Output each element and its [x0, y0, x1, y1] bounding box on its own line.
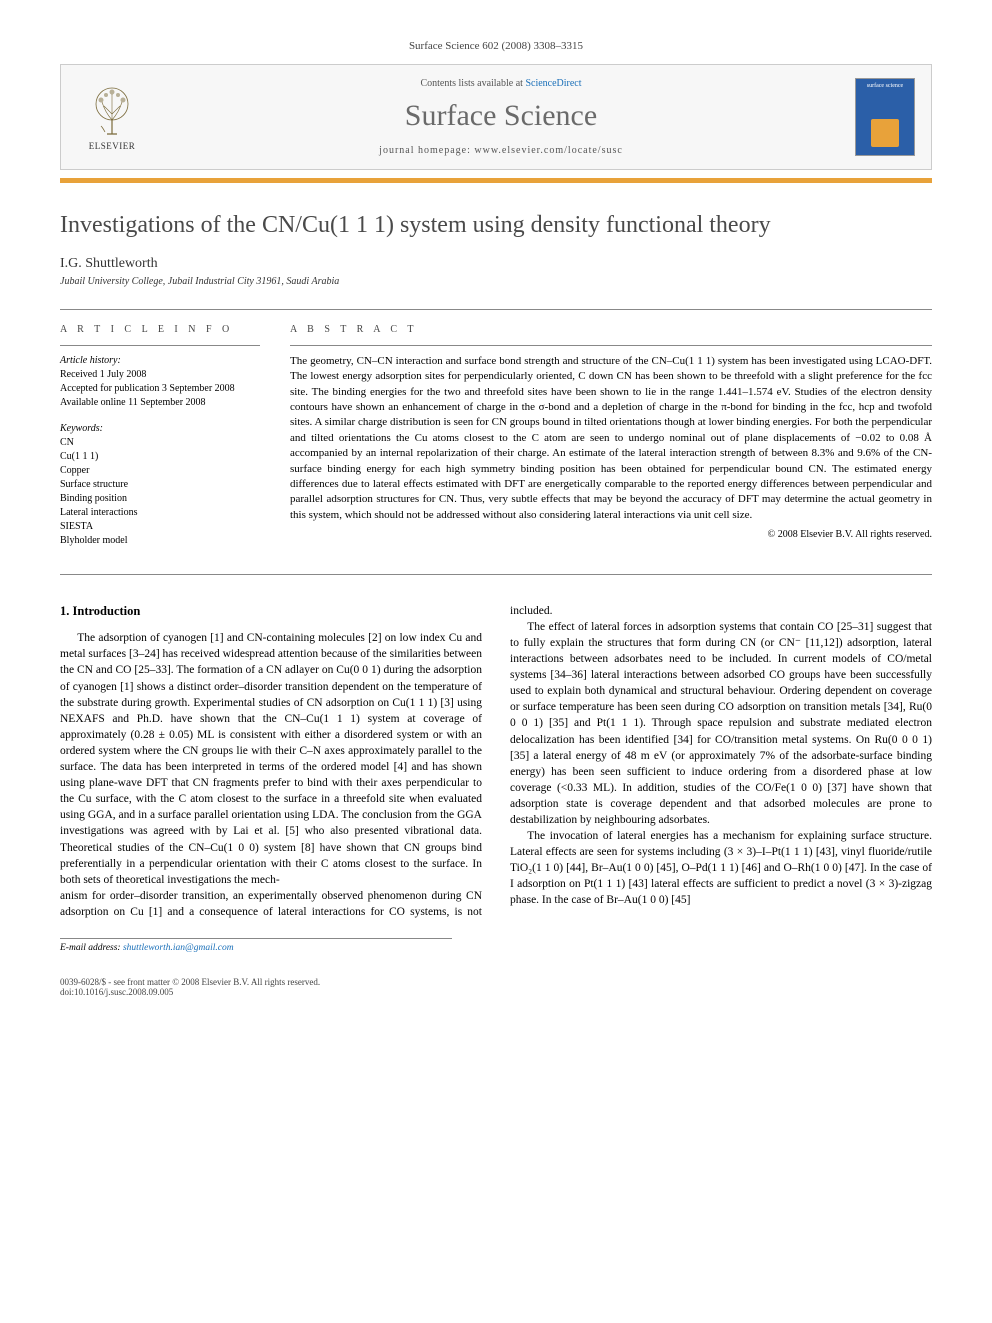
- online-date: Available online 11 September 2008: [60, 396, 260, 410]
- received-date: Received 1 July 2008: [60, 368, 260, 382]
- elsevier-logo: ELSEVIER: [77, 77, 147, 157]
- journal-title: Surface Science: [147, 99, 855, 133]
- doi-line: doi:10.1016/j.susc.2008.09.005: [60, 987, 320, 997]
- accent-rule: [60, 178, 932, 183]
- keyword-item: Copper: [60, 464, 260, 478]
- keyword-item: Surface structure: [60, 478, 260, 492]
- body-paragraph: The effect of lateral forces in adsorpti…: [510, 619, 932, 828]
- abstract-heading: A B S T R A C T: [290, 324, 932, 335]
- author-affiliation: Jubail University College, Jubail Indust…: [60, 276, 932, 287]
- publisher-name: ELSEVIER: [89, 141, 136, 151]
- masthead: ELSEVIER Contents lists available at Sci…: [60, 64, 932, 170]
- article-title: Investigations of the CN/Cu(1 1 1) syste…: [60, 211, 932, 240]
- keyword-item: Cu(1 1 1): [60, 450, 260, 464]
- keyword-item: CN: [60, 436, 260, 450]
- keyword-item: Blyholder model: [60, 534, 260, 548]
- contents-available-line: Contents lists available at ScienceDirec…: [147, 78, 855, 89]
- section-heading: 1. Introduction: [60, 603, 482, 621]
- divider: [60, 309, 932, 310]
- journal-homepage: journal homepage: www.elsevier.com/locat…: [147, 145, 855, 156]
- keyword-item: Lateral interactions: [60, 506, 260, 520]
- running-header: Surface Science 602 (2008) 3308–3315: [60, 40, 932, 52]
- keywords-list: CNCu(1 1 1)CopperSurface structureBindin…: [60, 436, 260, 548]
- abstract-column: A B S T R A C T The geometry, CN–CN inte…: [290, 324, 932, 560]
- email-link[interactable]: shuttleworth.ian@gmail.com: [123, 943, 234, 953]
- article-info-column: A R T I C L E I N F O Article history: R…: [60, 324, 260, 560]
- abstract-copyright: © 2008 Elsevier B.V. All rights reserved…: [290, 529, 932, 540]
- accepted-date: Accepted for publication 3 September 200…: [60, 382, 260, 396]
- keywords-label: Keywords:: [60, 422, 260, 436]
- journal-cover-thumbnail: surface science: [855, 78, 915, 156]
- sciencedirect-link[interactable]: ScienceDirect: [525, 78, 581, 89]
- body-paragraph: The adsorption of cyanogen [1] and CN-co…: [60, 630, 482, 888]
- article-info-heading: A R T I C L E I N F O: [60, 324, 260, 335]
- issn-line: 0039-6028/$ - see front matter © 2008 El…: [60, 977, 320, 987]
- elsevier-tree-icon: [87, 84, 137, 139]
- history-label: Article history:: [60, 354, 260, 368]
- keyword-item: SIESTA: [60, 520, 260, 534]
- abstract-text: The geometry, CN–CN interaction and surf…: [290, 354, 932, 523]
- article-body: 1. Introduction The adsorption of cyanog…: [60, 603, 932, 920]
- author-name: I.G. Shuttleworth: [60, 256, 932, 272]
- body-paragraph: The invocation of lateral energies has a…: [510, 828, 932, 908]
- page-footer: 0039-6028/$ - see front matter © 2008 El…: [60, 977, 932, 997]
- corresponding-email: E-mail address: shuttleworth.ian@gmail.c…: [60, 938, 452, 953]
- keyword-item: Binding position: [60, 492, 260, 506]
